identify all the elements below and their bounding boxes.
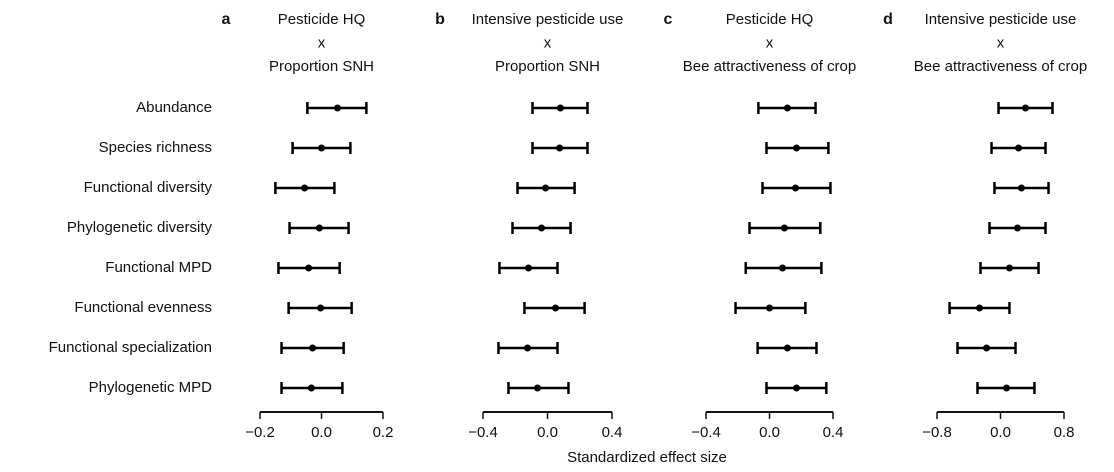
point — [534, 384, 542, 392]
point — [542, 184, 550, 192]
point — [333, 104, 341, 112]
point — [317, 304, 325, 312]
row-label: Functional evenness — [74, 299, 212, 316]
point — [538, 224, 546, 232]
row-label: Species richness — [99, 139, 212, 156]
x-tick-label: 0.4 — [823, 424, 844, 441]
panel-title: Bee attractiveness of crop — [683, 58, 856, 75]
row-label: Abundance — [136, 99, 212, 116]
row-label: Functional diversity — [84, 179, 213, 196]
panel-title: x — [997, 34, 1005, 51]
x-tick-label: −0.8 — [922, 424, 952, 441]
point — [779, 264, 787, 272]
point — [1022, 104, 1030, 112]
panel-title: x — [766, 34, 774, 51]
panel-title: x — [318, 34, 326, 51]
x-tick-label: 0.0 — [990, 424, 1011, 441]
x-tick-label: −0.4 — [691, 424, 721, 441]
point — [309, 344, 317, 352]
point — [792, 144, 800, 152]
point — [766, 304, 773, 312]
row-label: Functional specialization — [49, 339, 212, 356]
point — [307, 384, 315, 392]
panel-title: Intensive pesticide use — [925, 11, 1077, 28]
panel-letter: c — [664, 11, 673, 28]
point — [1017, 184, 1025, 192]
point — [318, 144, 325, 152]
point — [1013, 224, 1021, 232]
point — [792, 384, 800, 392]
panel-title: x — [544, 34, 552, 51]
point — [1005, 264, 1013, 272]
point — [315, 224, 323, 232]
x-tick-label: −0.2 — [245, 424, 275, 441]
x-tick-label: −0.4 — [468, 424, 498, 441]
x-tick-label: 0.2 — [373, 424, 394, 441]
panel-letter: b — [435, 11, 445, 28]
panel-title: Pesticide HQ — [278, 11, 366, 28]
panel-title: Proportion SNH — [495, 58, 600, 75]
point — [552, 304, 560, 312]
point — [305, 264, 313, 272]
point — [301, 184, 309, 192]
x-tick-label: 0.4 — [602, 424, 623, 441]
x-tick-label: 0.0 — [311, 424, 332, 441]
point — [792, 184, 800, 192]
x-axis-label: Standardized effect size — [567, 449, 727, 466]
point — [780, 224, 788, 232]
panel-title: Intensive pesticide use — [472, 11, 624, 28]
point — [783, 344, 791, 352]
row-label: Phylogenetic MPD — [89, 379, 213, 396]
point — [1003, 384, 1011, 392]
panel-letter: a — [222, 11, 231, 28]
x-tick-label: 0.0 — [537, 424, 558, 441]
panel-title: Proportion SNH — [269, 58, 374, 75]
panel-title: Pesticide HQ — [726, 11, 814, 28]
point — [524, 264, 532, 272]
point — [556, 104, 564, 112]
row-label: Functional MPD — [105, 259, 212, 276]
point — [1015, 144, 1023, 152]
panel-title: Bee attractiveness of crop — [914, 58, 1087, 75]
panel-letter: d — [883, 11, 893, 28]
point — [976, 304, 984, 312]
x-tick-label: 0.0 — [759, 424, 780, 441]
point — [524, 344, 532, 352]
point — [983, 344, 991, 352]
row-label: Phylogenetic diversity — [67, 219, 213, 236]
x-tick-label: 0.8 — [1054, 424, 1075, 441]
point — [556, 144, 564, 152]
point — [783, 104, 791, 112]
